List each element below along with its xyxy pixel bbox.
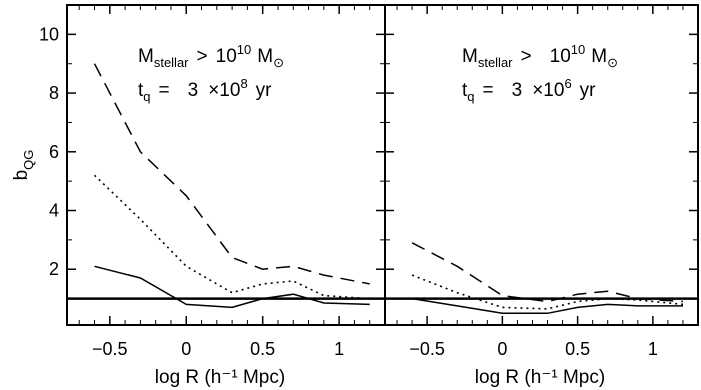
y-tick-label: 4 [49,201,59,221]
annotation-time-left: tq = 3 ×108 yr [138,76,272,104]
series-solid [94,265,370,309]
x-tick-label: 0.5 [565,339,590,359]
x-tick-label: 0 [181,339,191,359]
x-axis-label-right: log R (h⁻¹ Mpc) [475,367,605,388]
annotation-time-right: tq = 3 ×106 yr [462,76,596,104]
annotation-mass-left: Mstellar >1010 M⊙ [138,42,284,70]
y-tick-label: 8 [49,83,59,103]
annotation-mass-right: Mstellar >1010 M⊙ [462,42,618,70]
x-tick-label: 1 [334,339,344,359]
series-dotted [93,174,370,300]
x-tick-label: 0 [497,339,507,359]
y-axis-label: bQG [11,150,36,181]
y-tick-label: 2 [49,259,59,279]
series-dotted [411,274,684,310]
x-axis-label-left: log R (h⁻¹ Mpc) [155,367,285,388]
x-tick-label: 0.5 [250,339,275,359]
y-tick-label: 6 [49,142,59,162]
x-tick-label: −0.5 [409,339,445,359]
series-dashed [411,242,684,303]
y-tick-label: 10 [39,24,59,44]
x-tick-label: −0.5 [92,339,128,359]
x-tick-label: 1 [648,339,658,359]
right-panel-frame [384,4,699,326]
series-solid [411,297,683,315]
